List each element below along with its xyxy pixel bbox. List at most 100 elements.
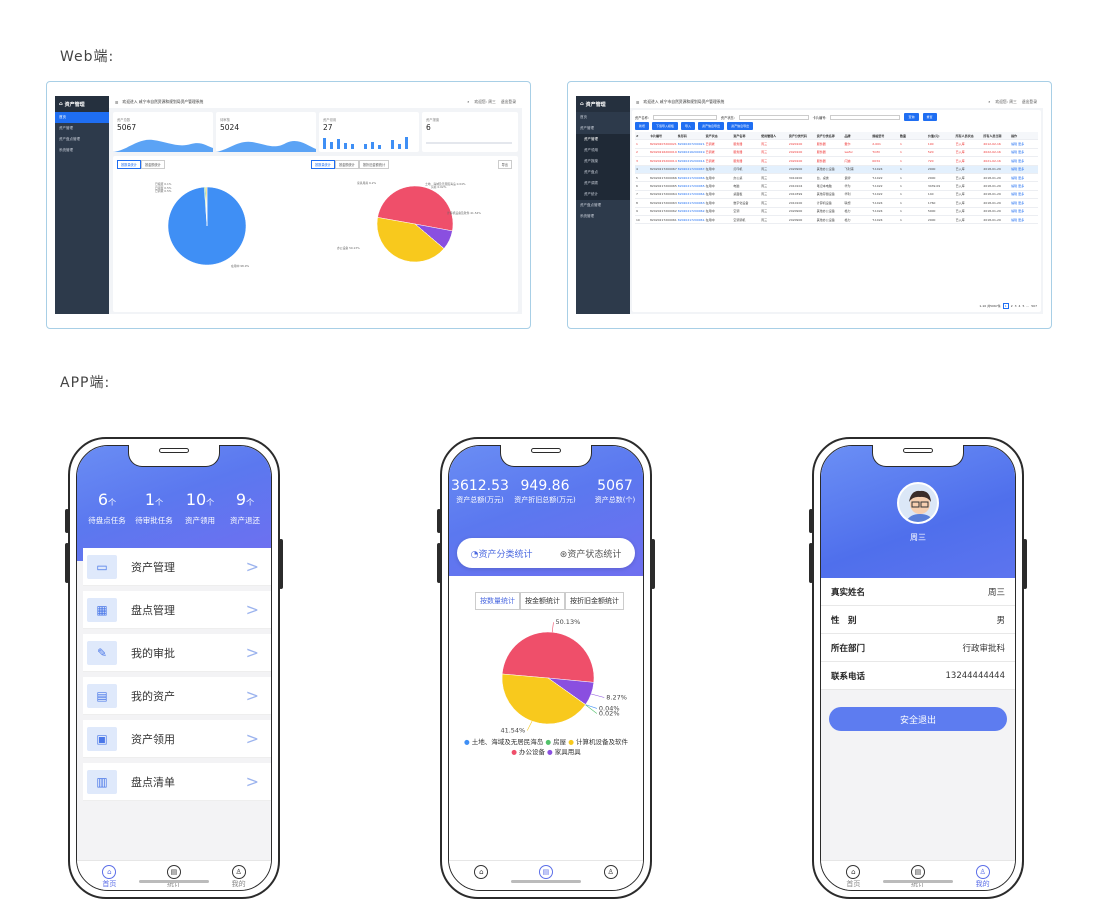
sidebar-item-home[interactable]: 首页: [55, 112, 109, 123]
menu-toggle-icon[interactable]: ☰: [636, 99, 640, 105]
tab-home[interactable]: ⌂ 首页: [846, 865, 861, 889]
table-row[interactable]: 2 8202021620001982020216200019.png已调拨 服务器 周…: [635, 149, 1038, 158]
progress-bar: [426, 142, 512, 144]
stat-pending-inventory[interactable]: 6个 待盘点任务: [88, 490, 126, 525]
sidebar-item-inventory[interactable]: 资产盘点管理: [59, 137, 80, 141]
tab-home[interactable]: ⌂: [474, 865, 489, 879]
table-row[interactable]: 6 8202021720006582020217200065.png在用中 电脑 周三…: [635, 182, 1038, 191]
menu-asset-management[interactable]: ▭ 资产管理 >: [83, 548, 271, 586]
page-button[interactable]: 1: [1002, 303, 1009, 309]
pie-label: 计算机设备及软件 41.54%: [447, 211, 481, 215]
sidebar-item-system[interactable]: 系统管理: [59, 148, 73, 152]
stat-asset-claim[interactable]: 10个 资产领用: [185, 490, 215, 525]
tab-by-count[interactable]: 按数量统计: [311, 160, 335, 169]
reset-button[interactable]: 重置: [922, 113, 937, 121]
tab-mine[interactable]: ♙ 我的: [975, 865, 990, 889]
sidebar-subitem-transfer[interactable]: 资产调拨: [576, 178, 630, 189]
export-button[interactable]: 导出: [497, 160, 512, 169]
table-row[interactable]: 3 8202021520001482020215200014.png已调拨 服务器 周…: [635, 157, 1038, 166]
table-cell: 数量: [900, 133, 907, 138]
table-row[interactable]: 10 8202021720006182020217200061.png在用中 空调调…: [635, 216, 1038, 225]
tab-home[interactable]: ⌂ 首页: [102, 865, 117, 889]
menu-inventory-management[interactable]: ▦ 盘点管理 >: [83, 591, 271, 629]
stat-asset-return[interactable]: 9个 资产退还: [230, 490, 260, 525]
card-number-input[interactable]: [830, 114, 901, 120]
tab-stats[interactable]: ▤ 统计: [166, 865, 181, 889]
sidebar-subitem-claim[interactable]: 资产领用: [576, 145, 630, 156]
import-button[interactable]: 导入: [681, 122, 696, 130]
table-cell: 82020217200061.png: [677, 217, 705, 222]
table-cell: T-1024: [872, 200, 883, 205]
menu-inventory-list[interactable]: ▥ 盘点清单 >: [83, 763, 271, 801]
menu-toggle-icon[interactable]: ☰: [115, 99, 119, 105]
sidebar-subitem-scrap[interactable]: 资产报废: [576, 156, 630, 167]
tab-by-amount[interactable]: 按金额统计: [140, 160, 165, 169]
phone-statistics: 3612.53 资产总额(万元) 949.86 资产折旧总额(万元) 5067 资产总…: [437, 437, 655, 899]
table-row[interactable]: 9 8202021720006282020217200062.png在用中 空调 周三…: [635, 208, 1038, 216]
sidebar-item-assets[interactable]: 资产管理: [580, 126, 594, 130]
table-cell: 已入库: [955, 200, 965, 205]
add-button[interactable]: 新增: [635, 122, 650, 130]
pie-data-label: 0.04%: [599, 704, 620, 712]
pie-label: 已闲置 0.5%: [155, 185, 172, 190]
stat-pending-approval[interactable]: 1个 待审批任务: [135, 490, 173, 525]
menu-asset-claim[interactable]: ▣ 资产领用 >: [83, 720, 271, 758]
pie-icon: ◔: [470, 549, 479, 560]
tab-mine[interactable]: ♙: [603, 865, 618, 879]
tab-mine[interactable]: ♙ 我的: [231, 865, 246, 889]
page-button[interactable]: 3: [1014, 304, 1017, 308]
tab-stats[interactable]: ▤: [538, 865, 553, 879]
tab-status-stats[interactable]: ⊛资产状态统计: [559, 549, 622, 560]
page-button[interactable]: 5: [1022, 304, 1025, 308]
page-button[interactable]: 507: [1031, 304, 1037, 308]
table-cell: 编辑 更多: [1011, 150, 1025, 155]
logout-link[interactable]: 退出登录: [500, 99, 516, 104]
table-cell: 已入库: [955, 158, 965, 163]
search-icon[interactable]: ⌕: [988, 99, 991, 104]
tab-by-depreciation[interactable]: 按折旧金额统计: [358, 160, 390, 169]
asset-name-input[interactable]: [652, 114, 717, 120]
export-button[interactable]: 资产信息导出: [727, 122, 754, 130]
table-row[interactable]: 4 8202021720006782020217200067.png在用中 打印机 周…: [635, 165, 1038, 174]
table-cell: 1: [900, 175, 902, 180]
table-row[interactable]: 5 8202021720006682020217200066.png在用中 办公桌 周…: [635, 174, 1038, 183]
search-button[interactable]: 查询: [904, 113, 919, 121]
sidebar-item-assets[interactable]: 资产管理: [59, 126, 73, 130]
table-cell: T-1022: [872, 184, 883, 189]
avatar: [897, 482, 939, 524]
search-icon[interactable]: ⌕: [467, 99, 470, 104]
download-template-button[interactable]: 下载导入模板: [652, 122, 679, 130]
table-row[interactable]: 1 8202020720002182020207200021.png已调拨 服务器 周…: [635, 140, 1038, 149]
export-button[interactable]: 资产信息导出: [698, 122, 725, 130]
table-row[interactable]: 8 8202021720006382020217200063.png在用中 数字化设…: [635, 199, 1038, 208]
kpi-card-scrap: 资产报废 6: [422, 112, 518, 152]
logout-link[interactable]: 退出登录: [1021, 99, 1037, 104]
menu-my-approval[interactable]: ✎ 我的审批 >: [83, 634, 271, 672]
tab-category-stats[interactable]: ◔资产分类统计: [470, 549, 533, 560]
tab-by-count[interactable]: 按数量统计: [117, 160, 141, 169]
table-cell: #: [636, 133, 639, 138]
pill-by-depreciation[interactable]: 按折旧金额统计: [565, 592, 624, 610]
pill-by-amount[interactable]: 按金额统计: [520, 592, 565, 610]
table-row[interactable]: 7 8202021720006482020217200064.png在用中 桌面板 周…: [635, 191, 1038, 200]
table-cell: 已入库: [955, 209, 965, 214]
sidebar-subitem-asset-manage[interactable]: 资产管理: [576, 134, 630, 145]
logout-button[interactable]: 安全退出: [829, 707, 1007, 731]
table-cell: 2020900: [788, 167, 803, 172]
tab-by-amount[interactable]: 按金额统计: [334, 160, 359, 169]
tab-stats[interactable]: ▤ 统计: [910, 865, 925, 889]
sidebar-subitem-inventory[interactable]: 资产盘点: [576, 167, 630, 178]
sidebar-subitem-stats[interactable]: 资产统计: [576, 189, 630, 200]
table-cell: TmM: [872, 150, 880, 155]
table-cell: 82020207200021.png: [677, 142, 705, 147]
asset-status-select[interactable]: [738, 114, 809, 120]
sidebar-item-home[interactable]: 首页: [580, 115, 587, 119]
page-button[interactable]: 2: [1010, 304, 1013, 308]
page-button[interactable]: 4: [1018, 304, 1021, 308]
pill-by-count[interactable]: 按数量统计: [475, 592, 520, 610]
menu-my-assets[interactable]: ▤ 我的资产 >: [83, 677, 271, 715]
table-cell: 闪迪: [844, 158, 851, 163]
sidebar-item-inventory-manage[interactable]: 资产盘点管理: [580, 203, 601, 207]
legend-item: 计算机设备及软件: [575, 738, 628, 746]
sidebar-item-system[interactable]: 系统管理: [580, 214, 594, 218]
